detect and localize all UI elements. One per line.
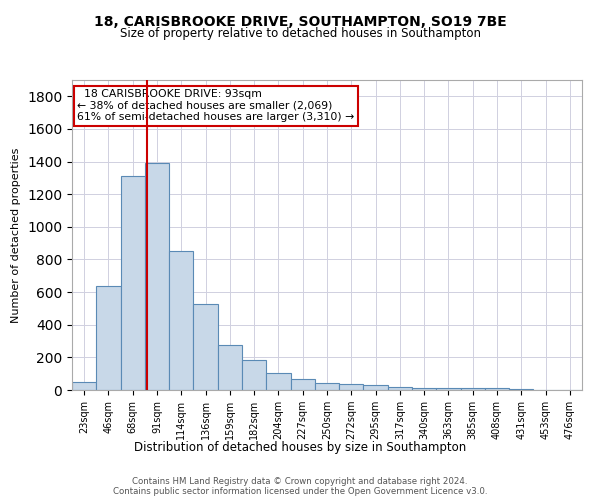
Bar xyxy=(96,286,121,390)
Text: 18, CARISBROOKE DRIVE, SOUTHAMPTON, SO19 7BE: 18, CARISBROOKE DRIVE, SOUTHAMPTON, SO19… xyxy=(94,15,506,29)
Bar xyxy=(364,385,388,390)
Text: Distribution of detached houses by size in Southampton: Distribution of detached houses by size … xyxy=(134,441,466,454)
Bar xyxy=(485,388,509,390)
Bar xyxy=(145,163,169,390)
Bar xyxy=(218,345,242,390)
Text: Contains HM Land Registry data © Crown copyright and database right 2024.: Contains HM Land Registry data © Crown c… xyxy=(132,476,468,486)
Bar xyxy=(315,384,339,390)
Bar xyxy=(436,388,461,390)
Text: 18 CARISBROOKE DRIVE: 93sqm  
← 38% of detached houses are smaller (2,069)
61% o: 18 CARISBROOKE DRIVE: 93sqm ← 38% of det… xyxy=(77,90,355,122)
Bar xyxy=(461,388,485,390)
Bar xyxy=(193,304,218,390)
Bar xyxy=(412,388,436,390)
Bar xyxy=(388,386,412,390)
Bar xyxy=(509,389,533,390)
Bar xyxy=(266,373,290,390)
Y-axis label: Number of detached properties: Number of detached properties xyxy=(11,148,22,322)
Bar xyxy=(169,252,193,390)
Bar xyxy=(121,176,145,390)
Bar xyxy=(339,384,364,390)
Text: Size of property relative to detached houses in Southampton: Size of property relative to detached ho… xyxy=(119,28,481,40)
Text: Contains public sector information licensed under the Open Government Licence v3: Contains public sector information licen… xyxy=(113,486,487,496)
Bar xyxy=(290,380,315,390)
Bar xyxy=(242,360,266,390)
Bar xyxy=(72,382,96,390)
